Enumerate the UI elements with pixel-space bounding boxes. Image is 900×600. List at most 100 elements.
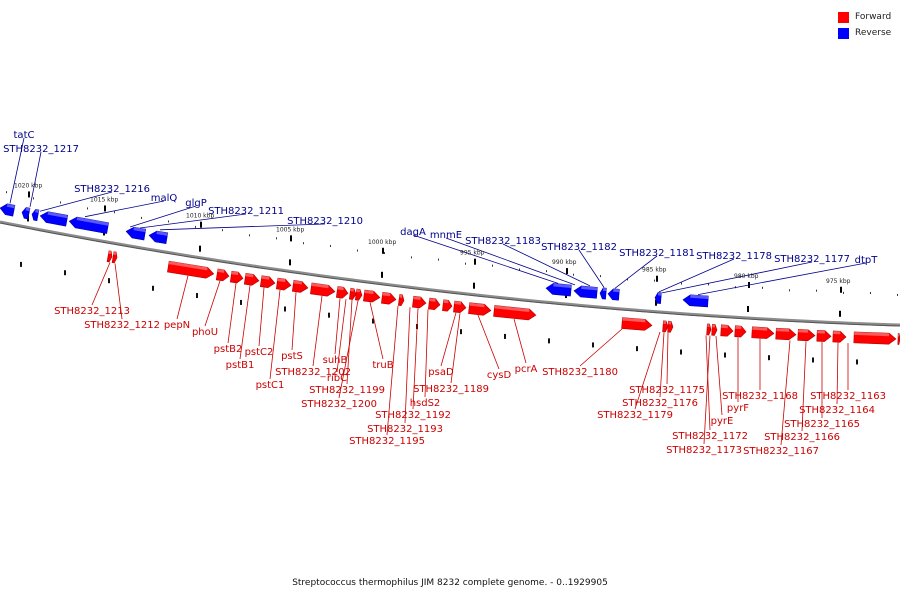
leader-line bbox=[114, 263, 123, 320]
lower-tick bbox=[284, 306, 286, 312]
forward-gene-arrow bbox=[493, 305, 537, 321]
forward-gene-label: STH8232_1168 bbox=[722, 391, 798, 402]
reverse-gene-arrow bbox=[607, 288, 620, 301]
forward-gene-label: STH8232_1164 bbox=[799, 405, 875, 416]
forward-gene-arrow bbox=[398, 294, 405, 307]
forward-gene-arrow bbox=[229, 270, 244, 284]
reverse-gene-arrow bbox=[599, 287, 607, 300]
forward-gene-label: pstS bbox=[281, 351, 303, 362]
forward-gene-arrow bbox=[335, 286, 349, 299]
lower-tick bbox=[152, 285, 154, 291]
minor-tick bbox=[573, 273, 574, 276]
minor-tick bbox=[870, 291, 871, 294]
leader-line bbox=[513, 318, 527, 364]
forward-gene-arrow bbox=[711, 323, 718, 336]
reverse-gene-label: STH8232_1210 bbox=[287, 216, 363, 227]
leader-line bbox=[239, 285, 251, 360]
leader-line bbox=[666, 332, 669, 385]
major-tick bbox=[200, 221, 202, 228]
mid-tick bbox=[381, 271, 383, 278]
minor-tick bbox=[33, 197, 34, 200]
reverse-gene-arrow bbox=[125, 226, 147, 241]
lower-tick bbox=[460, 329, 462, 335]
minor-tick bbox=[762, 286, 763, 289]
forward-gene-arrow bbox=[816, 329, 832, 342]
reverse-gene-arrow bbox=[21, 207, 31, 220]
reverse-gene-label: STH8232_1216 bbox=[74, 184, 150, 195]
ruler-label: 975 kbp bbox=[826, 278, 851, 285]
lower-tick bbox=[680, 349, 682, 355]
forward-gene-arrow bbox=[662, 320, 669, 333]
forward-gene-label: pstC2 bbox=[245, 347, 274, 358]
forward-gene-label: STH8232_1202 bbox=[275, 367, 351, 378]
leader-line bbox=[412, 234, 559, 284]
reverse-gene-label: STH8232_1177 bbox=[774, 254, 850, 265]
leader-line bbox=[338, 300, 359, 399]
minor-tick bbox=[411, 256, 412, 259]
legend-forward-label: Forward bbox=[855, 12, 892, 22]
leader-line bbox=[227, 283, 237, 344]
reverse-gene-label: dagA bbox=[400, 227, 426, 238]
forward-gene-arrow bbox=[243, 272, 260, 286]
lower-tick bbox=[636, 346, 638, 352]
minor-tick bbox=[168, 220, 169, 223]
leader-line bbox=[369, 302, 384, 360]
genome-backbone bbox=[0, 220, 900, 327]
major-tick bbox=[290, 235, 292, 242]
leader-line bbox=[705, 335, 711, 431]
leader-line bbox=[39, 191, 113, 212]
leader-line bbox=[334, 298, 341, 355]
legend-reverse-label: Reverse bbox=[855, 28, 892, 38]
forward-gene-arrow bbox=[453, 300, 467, 313]
lower-tick bbox=[724, 352, 726, 358]
reverse-gene-arrow bbox=[545, 283, 572, 297]
forward-gene-arrow bbox=[428, 297, 441, 311]
leader-line bbox=[386, 305, 399, 436]
forward-gene-arrow bbox=[381, 292, 397, 305]
minor-tick bbox=[681, 282, 682, 285]
reverse-swatch bbox=[838, 27, 849, 39]
leader-line bbox=[412, 308, 419, 410]
forward-gene-label: pyrE bbox=[711, 416, 734, 427]
lower-tick bbox=[20, 261, 22, 267]
reverse-gene-arrow bbox=[0, 203, 16, 217]
genome-caption: Streptococcus thermophilus JIM 8232 comp… bbox=[292, 578, 608, 588]
forward-gene-label: STH8232_1193 bbox=[367, 424, 443, 435]
ruler-label: 1015 kbp bbox=[90, 196, 118, 203]
leader-line bbox=[634, 331, 661, 410]
forward-gene-label: STH8232_1173 bbox=[666, 445, 742, 456]
lower-tick bbox=[504, 333, 506, 339]
lower-tick bbox=[108, 278, 110, 284]
leader-line bbox=[346, 299, 353, 385]
ruler-label: 1010 kbp bbox=[186, 213, 214, 220]
reverse-gene-label: STH8232_1211 bbox=[208, 206, 284, 217]
forward-gene-arrow bbox=[310, 282, 336, 297]
major-tick bbox=[28, 191, 30, 198]
lower-tick bbox=[548, 338, 550, 344]
leader-line bbox=[658, 258, 735, 293]
leader-line bbox=[129, 205, 197, 228]
forward-gene-label: pstB1 bbox=[226, 360, 255, 371]
leader-line bbox=[502, 243, 591, 287]
major-tick bbox=[566, 268, 568, 275]
forward-gene-label: STH8232_1163 bbox=[810, 391, 886, 402]
leader-line bbox=[91, 262, 111, 306]
leader-line bbox=[450, 313, 461, 384]
forward-gene-label: pyrF bbox=[727, 403, 749, 414]
forward-gene-arrow bbox=[354, 288, 363, 301]
minor-tick bbox=[222, 229, 223, 232]
minor-tick bbox=[141, 216, 142, 219]
lower-tick bbox=[768, 355, 770, 361]
forward-gene-label: STH8232_1175 bbox=[629, 385, 705, 396]
mid-tick bbox=[473, 282, 475, 289]
reverse-gene-label: STH8232_1178 bbox=[696, 251, 772, 262]
forward-gene-arrow bbox=[348, 287, 357, 300]
lower-tick bbox=[196, 293, 198, 299]
backbone-shadow bbox=[0, 222, 900, 327]
leader-line bbox=[29, 151, 42, 208]
minor-tick bbox=[384, 252, 385, 255]
minor-tick bbox=[546, 270, 547, 273]
reverse-gene-label: dtpT bbox=[855, 255, 879, 266]
forward-gene-arrow bbox=[167, 260, 215, 279]
leader-line bbox=[176, 275, 189, 320]
